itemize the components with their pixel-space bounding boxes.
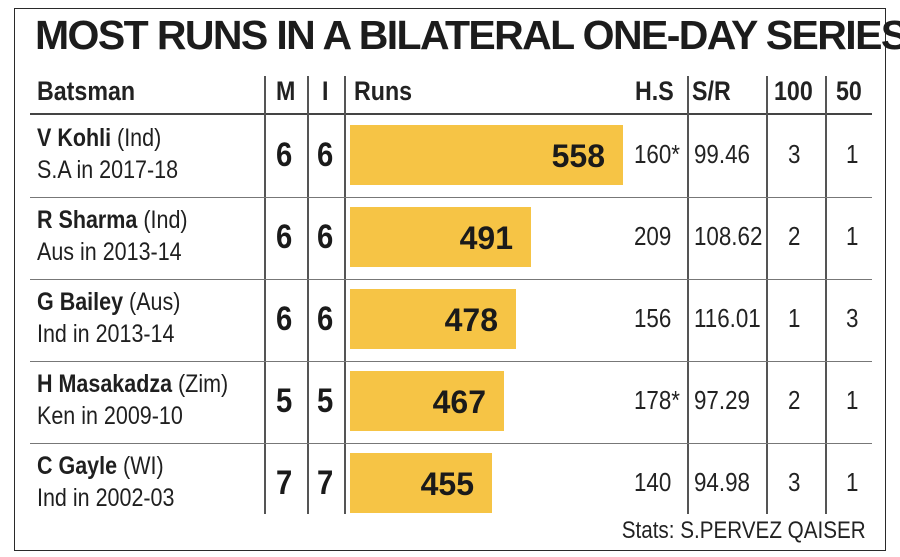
header-hundreds: 100 [774, 76, 813, 106]
matches-value: 7 [276, 464, 293, 502]
column-divider [766, 76, 768, 514]
hundreds-value: 2 [788, 221, 801, 251]
runs-value-label: 478 [444, 302, 498, 338]
batsman-name: G Bailey [37, 288, 124, 316]
strike-rate-value: 116.01 [694, 303, 761, 333]
matches-value: 5 [276, 382, 293, 420]
row-divider [30, 443, 872, 444]
strike-rate-value: 108.62 [694, 221, 763, 251]
batsman-name: C Gayle [37, 452, 118, 480]
innings-value: 7 [317, 464, 334, 502]
chart-title: MOST RUNS IN A BILATERAL ONE-DAY SERIES [35, 12, 900, 58]
batsman-name-line: H Masakadza (Zim) [37, 370, 228, 399]
runs-bar [350, 125, 623, 185]
header-runs: Runs [354, 76, 413, 106]
runs-bar [350, 289, 516, 349]
header-matches: M [276, 76, 296, 106]
row-divider [30, 279, 872, 280]
batsman-team: (WI) [123, 452, 164, 480]
series-label: Aus in 2013-14 [37, 238, 182, 266]
series-label: Ind in 2002-03 [37, 484, 175, 512]
batsman-name-line: V Kohli (Ind) [37, 124, 161, 153]
runs-value-label: 558 [551, 138, 605, 174]
fifties-value: 1 [846, 221, 859, 251]
innings-value: 6 [317, 136, 334, 174]
highest-score-value: 140 [634, 467, 672, 497]
fifties-value: 1 [846, 139, 859, 169]
series-label: Ken in 2009-10 [37, 402, 183, 430]
batsman-name: R Sharma [37, 206, 138, 234]
strike-rate-value: 97.29 [694, 385, 750, 415]
chart-border [14, 8, 886, 551]
hundreds-value: 1 [788, 303, 801, 333]
runs-value-label: 491 [459, 220, 513, 256]
row-divider [30, 197, 872, 198]
runs-bar [350, 453, 492, 513]
column-divider [264, 76, 266, 514]
table-row: C Gayle (WI) Ind in 2002-03 7 7 455 140 94.98 3… [0, 444, 900, 526]
strike-rate-value: 99.46 [694, 139, 750, 169]
batsman-name-line: C Gayle (WI) [37, 452, 164, 481]
hundreds-value: 2 [788, 385, 801, 415]
strike-rate-value: 94.98 [694, 467, 750, 497]
row-divider [30, 361, 872, 362]
batsman-name-line: R Sharma (Ind) [37, 206, 188, 235]
series-label: S.A in 2017-18 [37, 156, 179, 184]
column-divider [687, 76, 689, 514]
header-batsman: Batsman [37, 76, 136, 106]
innings-value: 6 [317, 300, 334, 338]
highest-score-value: 209 [634, 221, 672, 251]
column-divider [825, 76, 827, 514]
batsman-name: V Kohli [37, 124, 112, 152]
highest-score-value: 160* [634, 139, 681, 169]
hundreds-value: 3 [788, 467, 801, 497]
batsman-team: (Ind) [117, 124, 162, 152]
table-row: V Kohli (Ind) S.A in 2017-18 6 6 558 160* 99.4… [0, 116, 900, 198]
batsman-team: (Aus) [129, 288, 181, 316]
highest-score-value: 156 [634, 303, 672, 333]
innings-value: 5 [317, 382, 334, 420]
source-credit: Stats: S.PERVEZ QAISER [622, 517, 866, 544]
matches-value: 6 [276, 218, 293, 256]
header-highest-score: H.S [635, 76, 674, 106]
table-row: H Masakadza (Zim) Ken in 2009-10 5 5 467 178*… [0, 362, 900, 444]
matches-value: 6 [276, 300, 293, 338]
table-row: R Sharma (Ind) Aus in 2013-14 6 6 491 209 108.… [0, 198, 900, 280]
column-divider [344, 76, 346, 514]
innings-value: 6 [317, 218, 334, 256]
fifties-value: 3 [846, 303, 859, 333]
batsman-name: H Masakadza [37, 370, 173, 398]
fifties-value: 1 [846, 467, 859, 497]
fifties-value: 1 [846, 385, 859, 415]
column-divider [307, 76, 309, 514]
batsman-team: (Zim) [178, 370, 229, 398]
matches-value: 6 [276, 136, 293, 174]
runs-bar [350, 371, 504, 431]
table-row: G Bailey (Aus) Ind in 2013-14 6 6 478 156 116.… [0, 280, 900, 362]
header-strike-rate: S/R [692, 76, 731, 106]
runs-value-label: 467 [432, 384, 486, 420]
header-divider [30, 113, 872, 115]
batsman-team: (Ind) [143, 206, 188, 234]
batsman-name-line: G Bailey (Aus) [37, 288, 180, 317]
header-innings: I [322, 76, 329, 106]
header-fifties: 50 [836, 76, 862, 106]
runs-bar [350, 207, 531, 267]
hundreds-value: 3 [788, 139, 801, 169]
highest-score-value: 178* [634, 385, 681, 415]
series-label: Ind in 2013-14 [37, 320, 175, 348]
runs-value-label: 455 [420, 466, 474, 502]
